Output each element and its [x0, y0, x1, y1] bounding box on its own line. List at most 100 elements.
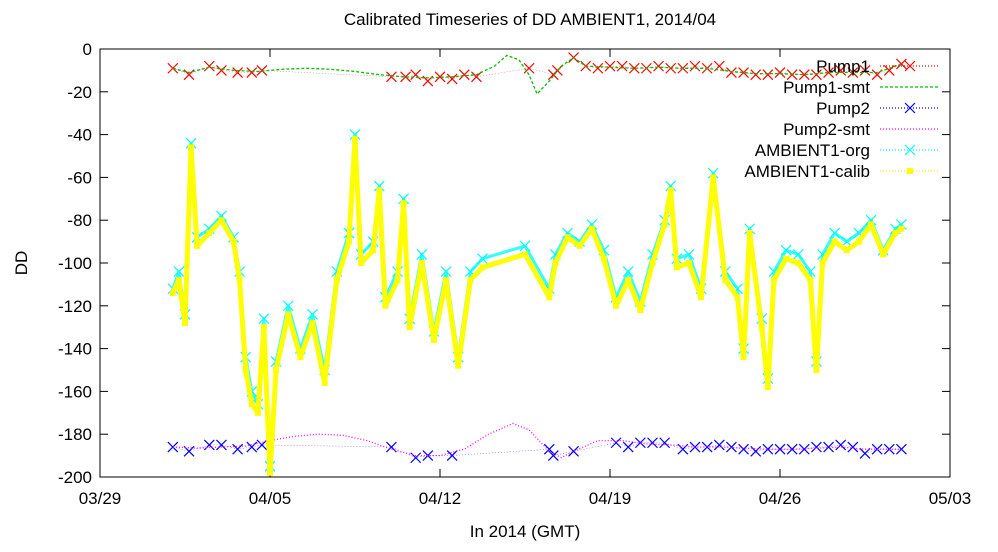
pump2-point — [798, 443, 810, 455]
ambient1-org-point — [416, 249, 428, 260]
ambient1-org-point — [622, 266, 634, 277]
ambient1-calib-point — [819, 260, 826, 266]
ambient1-calib-point — [522, 251, 528, 258]
ambient1-calib-point — [260, 324, 267, 331]
pump2-point — [256, 439, 268, 451]
x-tick-label: 05/03 — [929, 489, 972, 508]
ambient1-calib-point — [576, 242, 583, 249]
pump1-point — [604, 60, 616, 72]
ambient1-calib-point — [467, 277, 474, 284]
pump1-point — [434, 71, 446, 83]
pump1-point — [592, 62, 604, 74]
pump1-point — [246, 67, 258, 78]
ambient1-org-point — [780, 244, 792, 256]
pump1-point — [653, 60, 664, 72]
ambient1-calib-point — [564, 234, 571, 241]
chart-title: Calibrated Timeseries of DD AMBIENT1, 20… — [344, 10, 716, 29]
pump1-point — [216, 64, 227, 76]
x-tick-label: 04/19 — [589, 489, 632, 508]
x-tick-label: 03/29 — [79, 489, 122, 508]
pump2-point — [786, 443, 798, 455]
legend: Pump1 Pump1-smt Pump2 Pump2-smt AMBIENT1-org… — [744, 57, 940, 181]
pump1-point — [811, 69, 822, 81]
ambient1-calib-point — [880, 251, 887, 258]
ambient1-calib-point — [358, 260, 365, 266]
ambient1-calib-point — [169, 289, 176, 296]
y-tick-label: -160 — [58, 382, 92, 401]
pump1-point — [232, 67, 244, 78]
ambient1-org-point — [282, 300, 294, 312]
ambient1-calib-point — [333, 277, 340, 284]
ambient1-calib-point — [685, 260, 692, 266]
pump1-point — [203, 60, 215, 72]
ambient1-calib-point — [649, 260, 656, 266]
pump1-point — [835, 64, 847, 76]
series-layer — [167, 52, 907, 476]
legend-marker-ambient1-org — [904, 144, 916, 156]
ambient1-calib-point — [588, 225, 595, 232]
pump1-point — [896, 58, 907, 70]
ambient1-org-point — [519, 240, 531, 252]
ambient1-calib-point — [625, 277, 632, 284]
pump1-point — [859, 64, 871, 76]
pump1-point — [750, 69, 762, 81]
legend-label-pump1-smt: Pump1-smt — [783, 78, 870, 97]
pump1-point — [798, 69, 810, 81]
ambient1-calib-point — [868, 221, 875, 228]
pump2-point — [568, 445, 579, 457]
y-tick-label: -40 — [67, 126, 92, 145]
ambient1-calib-point — [206, 230, 213, 237]
ambient1-calib-point — [722, 277, 729, 284]
pump1-smt-line — [172, 54, 902, 96]
pump1-point — [823, 67, 834, 78]
ambient1-calib-point — [734, 294, 741, 301]
ambient1-calib-point — [770, 277, 777, 284]
y-tick-label: -200 — [58, 468, 92, 487]
x-tick-label: 04/12 — [419, 489, 462, 508]
ambient1-calib-point — [443, 277, 450, 284]
y-tick-label: -180 — [58, 425, 92, 444]
ambient1-calib-point — [309, 319, 316, 326]
series-pump1-smt — [172, 54, 902, 96]
ambient1-calib-point — [764, 384, 771, 391]
ambient1-calib-point — [430, 337, 437, 344]
pump1-point — [616, 60, 628, 72]
ambient1-org-point — [683, 249, 695, 260]
ambient1-calib-point — [661, 221, 668, 228]
pump1-point — [400, 71, 412, 83]
ambient1-calib-point — [892, 230, 899, 237]
pump2-point — [835, 439, 847, 451]
ambient1-org-point — [829, 227, 841, 239]
ambient1-calib-point — [267, 469, 273, 476]
x-axis-label: In 2014 (GMT) — [470, 522, 581, 541]
ambient1-calib-point — [406, 324, 413, 331]
pump2-point — [232, 443, 244, 455]
ambient1-org-point — [896, 219, 907, 230]
y-tick-label: -80 — [67, 211, 92, 230]
pump2-point — [823, 441, 834, 453]
ambient1-org-point — [792, 249, 804, 260]
ambient1-calib-point — [370, 247, 377, 254]
legend-label-ambient1-calib: AMBIENT1-calib — [744, 162, 870, 181]
pump2-point — [246, 441, 258, 453]
ambient1-calib-point — [740, 354, 747, 361]
ambient1-calib-point — [194, 242, 201, 249]
legend-marker-pump2 — [904, 102, 916, 114]
ambient1-calib-point — [667, 187, 674, 194]
ambient1-org-point — [707, 167, 719, 179]
ambient1-org-point — [258, 313, 270, 325]
pump2-point — [726, 441, 737, 453]
pump1-point — [167, 62, 179, 74]
ambient1-calib-point — [710, 174, 717, 181]
ambient1-calib-point — [297, 354, 304, 361]
pump1-point — [386, 71, 397, 83]
pump2-point — [750, 445, 762, 457]
pump2-point — [647, 437, 658, 449]
ambient1-org-point — [744, 223, 756, 235]
ambient1-org-point — [349, 129, 361, 141]
ambient1-calib-point — [230, 238, 237, 245]
ambient1-calib-point — [182, 319, 188, 326]
pump1-point — [847, 67, 859, 78]
x-tick-label: 04/05 — [249, 489, 292, 508]
series-ambient1-calib — [169, 135, 905, 476]
